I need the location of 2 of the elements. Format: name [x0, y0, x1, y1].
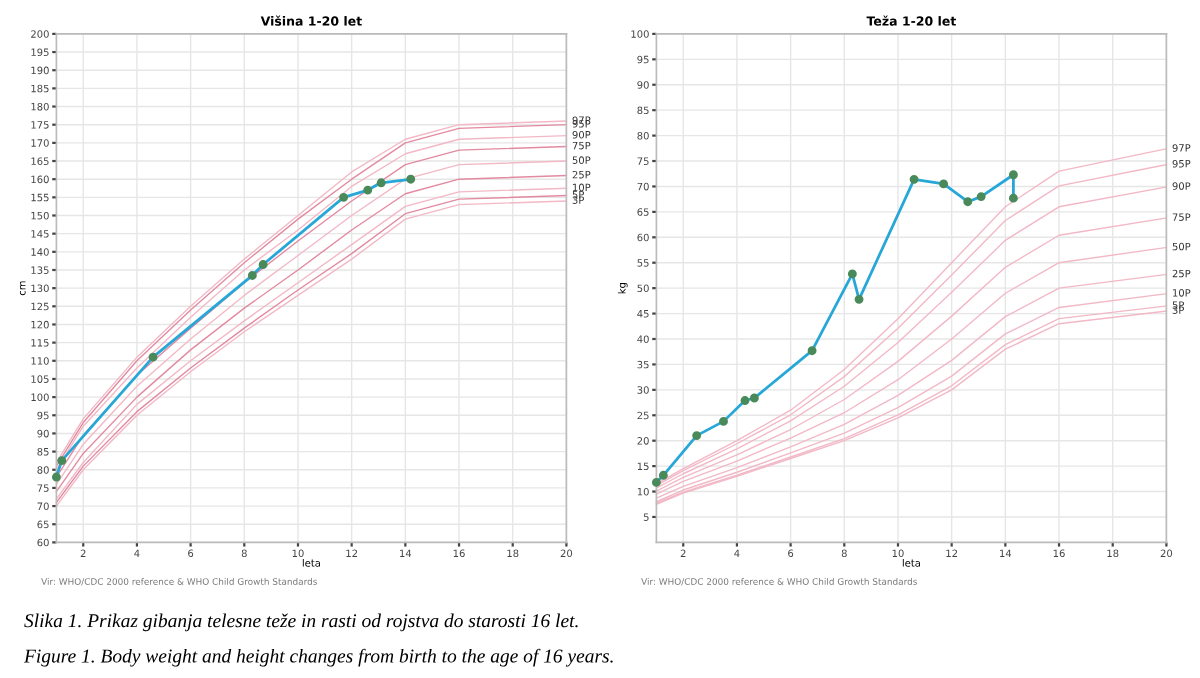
text: Slika 1. Prikaz gibanja telesne teže in rasti od rojstva do starosti 16 let. — [24, 613, 578, 632]
caption: Figure 1. Body weight and height changes from birth to the age of 16 years. — [23, 648, 613, 667]
